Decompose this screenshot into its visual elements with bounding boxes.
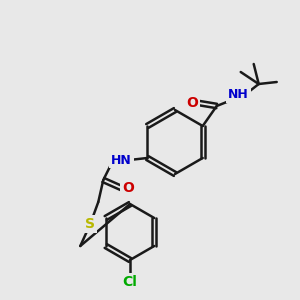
Text: Cl: Cl xyxy=(123,275,137,289)
Text: NH: NH xyxy=(228,88,249,101)
Text: HN: HN xyxy=(111,154,132,166)
Text: O: O xyxy=(186,96,198,110)
Text: O: O xyxy=(122,181,134,195)
Text: S: S xyxy=(85,217,95,231)
